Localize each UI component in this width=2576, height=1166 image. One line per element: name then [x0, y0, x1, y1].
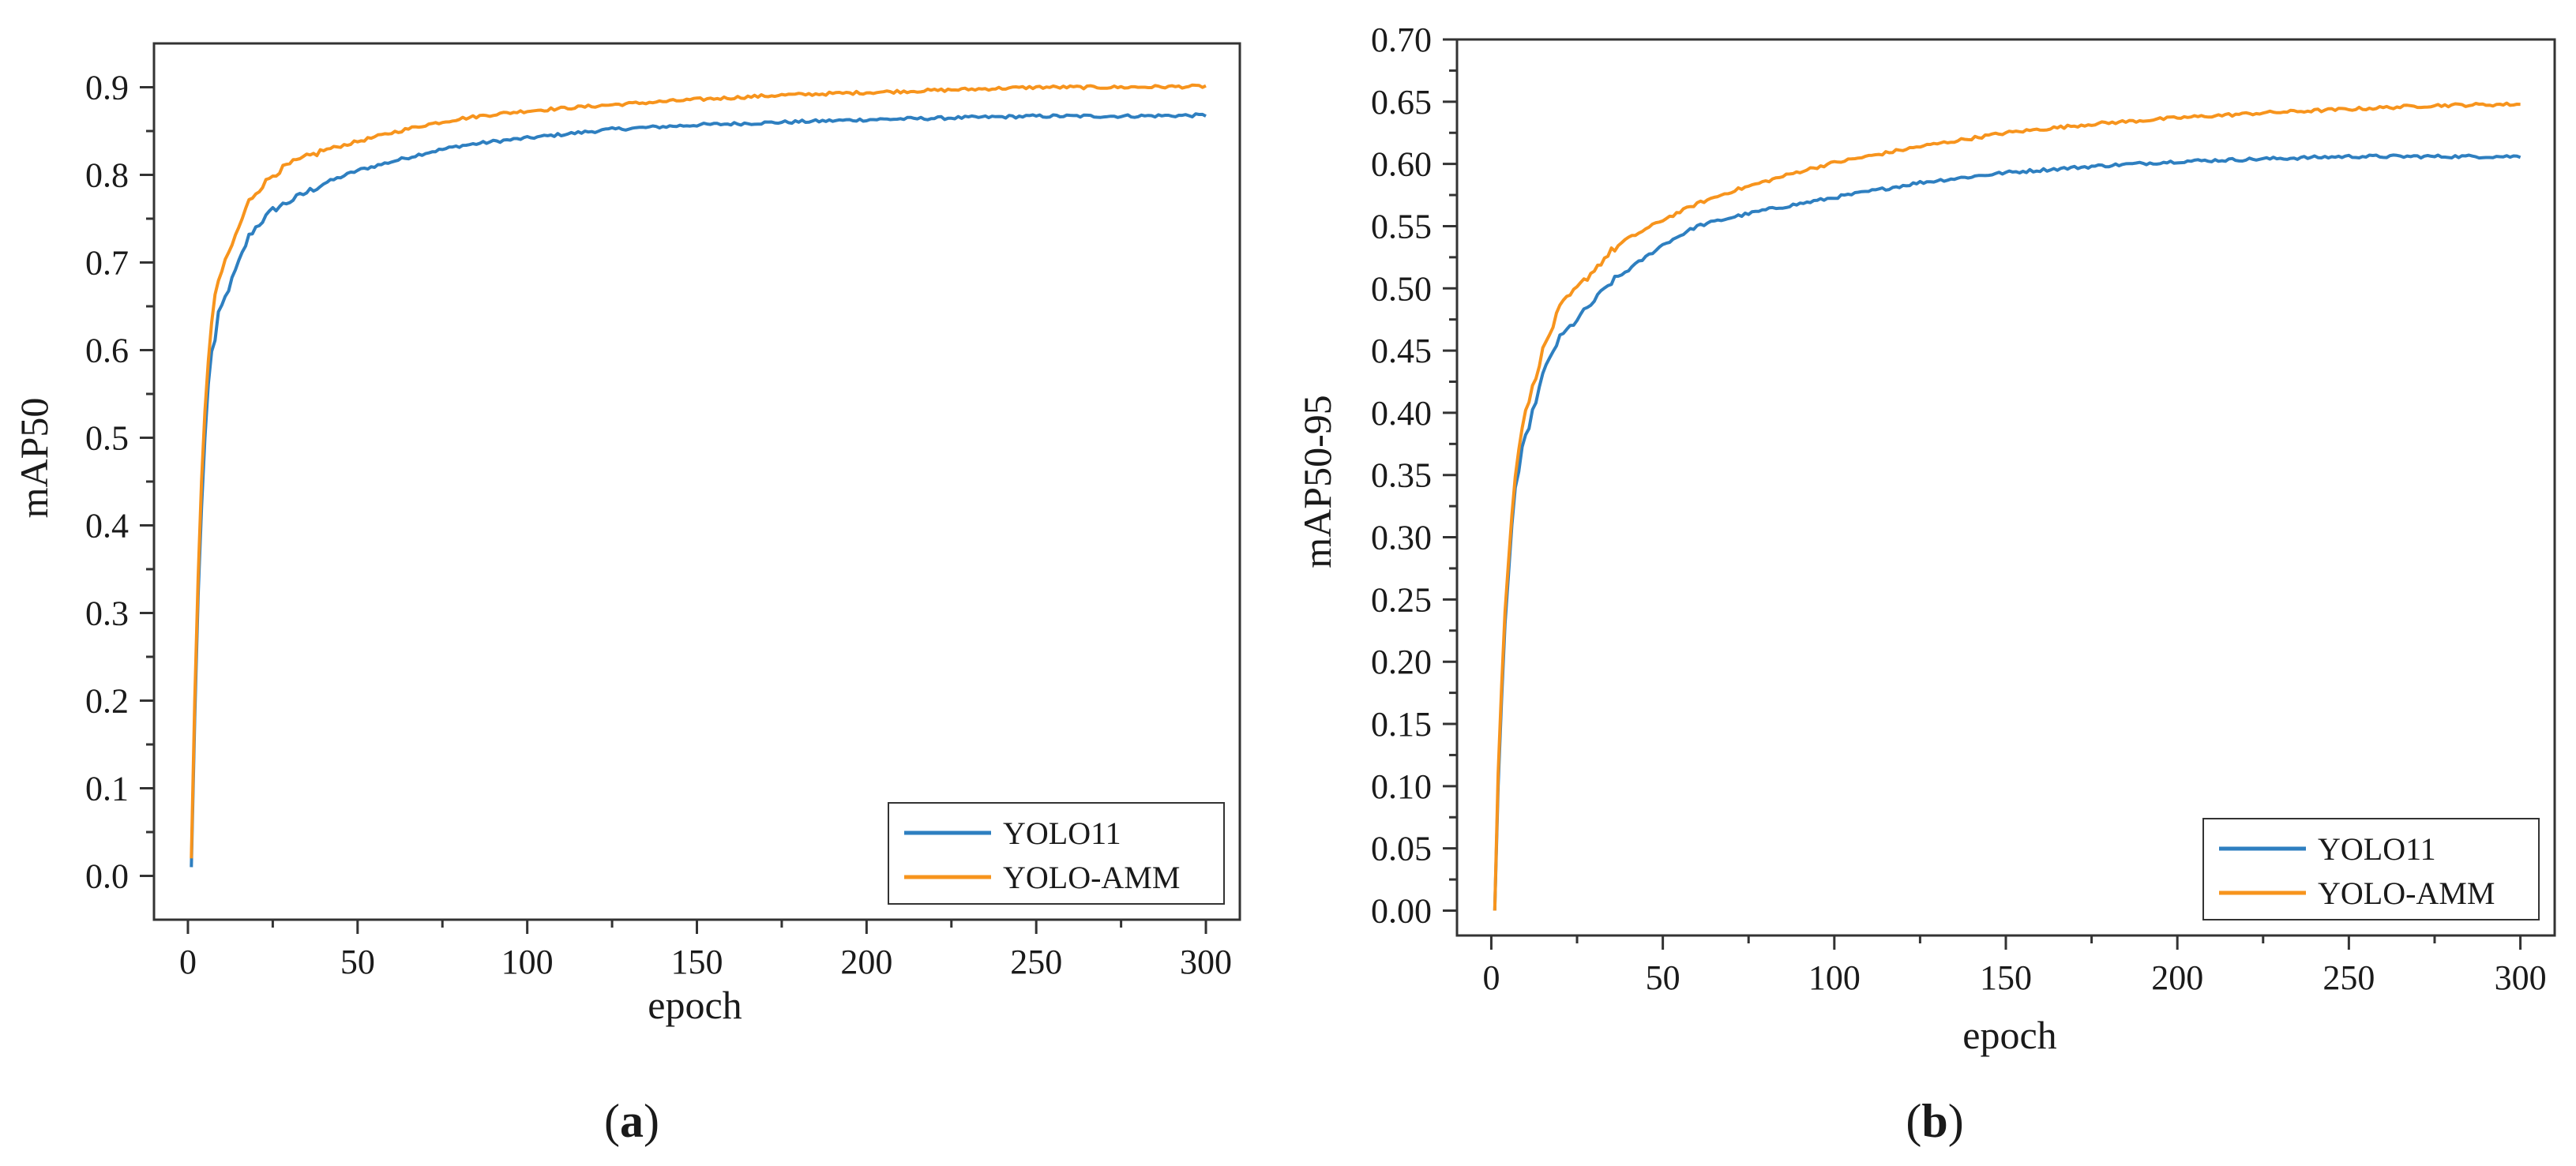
chart-panel-b: mAP50-95 epoch (b) 0 50 100 150 200 250 300 0.0…: [1295, 21, 2556, 1147]
x-tick-label: 250: [1010, 943, 1062, 981]
series-line-yolo11: [190, 112, 1207, 868]
y-tick-label: 0.50: [1371, 269, 1432, 308]
y-tick-label: 0.7: [85, 244, 129, 283]
y-tick-label: 0.70: [1371, 21, 1432, 59]
y-tick-label: 0.65: [1371, 83, 1432, 122]
x-tick-label: 100: [501, 943, 554, 981]
x-tick-label: 300: [1180, 943, 1232, 981]
y-tick-label: 0.55: [1371, 207, 1432, 246]
legend-label-yolo11: YOLO11: [2318, 831, 2436, 867]
legend: YOLO11 YOLO-AMM: [888, 802, 1225, 905]
y-tick-label: 0.15: [1371, 705, 1432, 744]
y-tick-label: 0.0: [85, 857, 129, 896]
x-axis-title: epoch: [1962, 1013, 2056, 1057]
x-tick-label: 0: [1482, 958, 1500, 997]
legend-box: [888, 802, 1225, 905]
y-tick-label: 0.35: [1371, 456, 1432, 495]
legend-label-yolo-amm: YOLO-AMM: [2318, 875, 2495, 911]
y-tick-label: 0.3: [85, 594, 129, 633]
x-tick-label: 50: [340, 943, 375, 981]
legend: YOLO11 YOLO-AMM: [2202, 818, 2540, 920]
series-line-yolo11: [1493, 153, 2522, 911]
x-tick-label: 150: [1980, 958, 2032, 997]
x-tick-label: 0: [179, 943, 197, 981]
chart-panel-a: mAP50 epoch (a) 0 50 100 150 200 250 300 0.0 0.1…: [12, 42, 1241, 1147]
x-tick-label: 100: [1808, 958, 1861, 997]
y-tick-label: 0.1: [85, 770, 129, 808]
x-tick-label: 150: [671, 943, 723, 981]
y-tick-label: 0.30: [1371, 519, 1432, 557]
y-tick-label: 0.9: [85, 69, 129, 107]
x-tick-label: 50: [1646, 958, 1680, 997]
y-tick-label: 0.20: [1371, 643, 1432, 681]
y-tick-label: 0.60: [1371, 145, 1432, 184]
panel-label-b: (b): [1906, 1095, 1963, 1147]
panel-label-a: (a): [604, 1095, 659, 1147]
series-line-yolo-amm: [1493, 101, 2521, 911]
x-tick-label: 200: [2151, 958, 2203, 997]
legend-label-yolo11: YOLO11: [1003, 815, 1121, 851]
x-tick-label: 200: [840, 943, 892, 981]
y-axis-title: mAP50-95: [1295, 395, 1339, 568]
panel-letter-b: b: [1921, 1095, 1947, 1147]
series-line-yolo-amm: [190, 83, 1207, 859]
legend-box: [2202, 818, 2540, 920]
x-axis-title: epoch: [648, 983, 742, 1027]
y-tick-label: 0.45: [1371, 332, 1432, 370]
x-tick-label: 250: [2323, 958, 2375, 997]
y-axis-title: mAP50: [12, 398, 56, 519]
y-tick-label: 0.25: [1371, 580, 1432, 619]
y-tick-label: 0.05: [1371, 830, 1432, 868]
legend-label-yolo-amm: YOLO-AMM: [1003, 860, 1180, 895]
y-tick-label: 0.2: [85, 682, 129, 721]
y-tick-label: 0.00: [1371, 891, 1432, 930]
y-tick-label: 0.4: [85, 507, 129, 546]
y-tick-label: 0.8: [85, 156, 129, 195]
y-tick-label: 0.6: [85, 332, 129, 370]
y-tick-label: 0.10: [1371, 767, 1432, 806]
y-tick-label: 0.5: [85, 419, 129, 458]
y-tick-label: 0.40: [1371, 394, 1432, 433]
x-tick-label: 300: [2495, 958, 2547, 997]
panel-letter-a: a: [620, 1095, 644, 1147]
